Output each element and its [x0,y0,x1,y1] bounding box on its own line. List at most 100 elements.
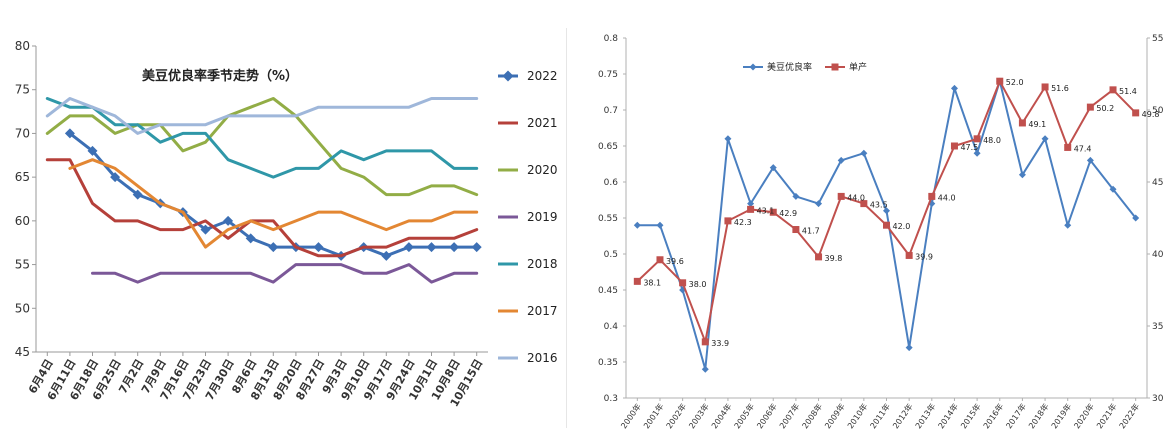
legend-marker-2022 [502,70,514,82]
x-tick-label: 2015年 [958,401,982,430]
point-2022-4 [132,189,143,200]
series-line-2018 [45,97,479,179]
point-2022-2 [87,145,98,156]
x-tick-label: 2020年 [1072,401,1096,430]
yield-point-7 [792,226,800,234]
condition-point-9 [837,156,845,164]
yield-point-4 [724,217,732,225]
yield-point-21 [1109,86,1117,94]
point-2022-12 [313,242,324,253]
legend-label-2022: 2022 [527,69,558,83]
y-tick-label: 65 [15,170,30,184]
left-y-tick-label: 0.8 [604,34,619,44]
point-2022-16 [403,242,414,253]
yield-point-3 [701,338,709,346]
x-tick-label: 2006年 [754,401,778,430]
x-tick-label: 2022年 [1117,401,1141,430]
x-tick-label: 2012年 [890,401,914,430]
yield-data-label: 44.0 [847,193,865,202]
legend-label-2016: 2016 [527,351,558,365]
yield-point-5 [747,205,755,213]
x-tick-label: 2021年 [1094,401,1118,430]
yield-point-1 [656,256,664,264]
yield-data-label: 47.4 [1074,144,1092,153]
condition-point-6 [769,164,777,172]
condition-point-8 [815,200,823,208]
right-y-tick-label: 35 [1152,322,1163,332]
point-2022-1 [64,128,75,139]
condition-point-21 [1109,185,1117,193]
yield-point-11 [883,221,890,229]
y-tick-label: 50 [15,301,30,315]
yield-data-label: 50.2 [1096,104,1114,113]
left-y-tick-label: 0.7 [604,106,618,116]
yield-data-label: 44.0 [938,193,956,202]
yield-point-2 [679,279,687,287]
series-line-2019 [91,263,479,284]
yield-data-label: 33.9 [711,339,729,348]
left-y-tick-label: 0.75 [598,70,618,80]
left-y-tick-label: 0.65 [598,142,618,152]
condition-point-18 [1041,135,1049,143]
series-line-2016 [45,97,479,135]
legend-label-2020: 2020 [527,163,558,177]
x-tick-label: 2004年 [709,401,733,430]
point-2022-10 [268,242,279,253]
right-y-tick-label: 30 [1152,394,1164,404]
panel-divider [566,28,567,428]
x-tick-label: 2019年 [1049,401,1073,430]
right-y-tick-label: 40 [1152,250,1164,260]
yield-data-label: 41.7 [802,227,820,236]
yield-data-label: 51.6 [1051,84,1069,93]
yield-point-8 [815,253,823,261]
yield-point-6 [769,208,777,216]
yield-data-label: 43.1 [757,206,775,215]
x-tick-label: 2014年 [936,401,960,430]
yield-point-13 [928,192,936,200]
yield-point-14 [950,142,958,150]
y-tick-label: 45 [15,345,30,359]
y-tick-label: 70 [15,126,30,140]
left-y-tick-label: 0.55 [598,214,618,224]
yield-data-label: 47.5 [960,143,978,152]
y-tick-label: 75 [15,83,30,97]
x-tick-label: 2010年 [845,401,869,430]
x-tick-label: 2007年 [777,401,801,430]
left-y-tick-label: 0.5 [604,250,618,260]
yield-data-label: 48.0 [983,136,1001,145]
condition-vs-yield-chart: 0.3 0.35 0.4 0.45 0.5 0.55 0.6 0.65 0.7 0.75 0.8 30… [598,34,1164,430]
point-2022-19 [471,242,482,253]
y-tick-label: 55 [15,258,30,272]
yield-data-label: 39.9 [915,252,933,261]
yield-data-label: 42.0 [893,222,911,231]
yield-data-label: 51.4 [1119,87,1137,96]
condition-point-7 [792,192,800,200]
legend-label-2018: 2018 [527,257,558,271]
legend-label-yield: 单产 [849,61,867,73]
condition-point-10 [860,149,868,157]
yield-data-label: 49.8 [1142,110,1160,119]
point-2022-15 [381,250,392,261]
y-tick-label: 80 [15,39,30,53]
series-line-2021 [45,158,479,258]
x-tick-label: 2005年 [732,401,756,430]
legend-marker-yield [831,63,839,71]
condition-point-5 [747,200,755,208]
x-tick-label: 2016年 [981,401,1005,430]
yield-data-label: 39.6 [666,257,684,266]
yield-data-label: 38.1 [643,278,661,287]
x-tick-label: 2000年 [619,401,643,430]
condition-point-14 [950,84,958,92]
right-y-tick-label: 55 [1152,34,1163,44]
legend-marker-condition [749,63,757,71]
legend-label-2019: 2019 [527,210,558,224]
condition-point-13 [928,200,936,208]
yield-data-label: 38.0 [689,280,707,289]
yield-point-9 [837,192,845,200]
condition-point-15 [973,149,981,157]
x-tick-label: 2013年 [913,401,937,430]
x-tick-label: 2003年 [686,401,710,430]
yield-data-label: 42.9 [779,209,797,218]
right-y-tick-label: 50 [1152,106,1164,116]
